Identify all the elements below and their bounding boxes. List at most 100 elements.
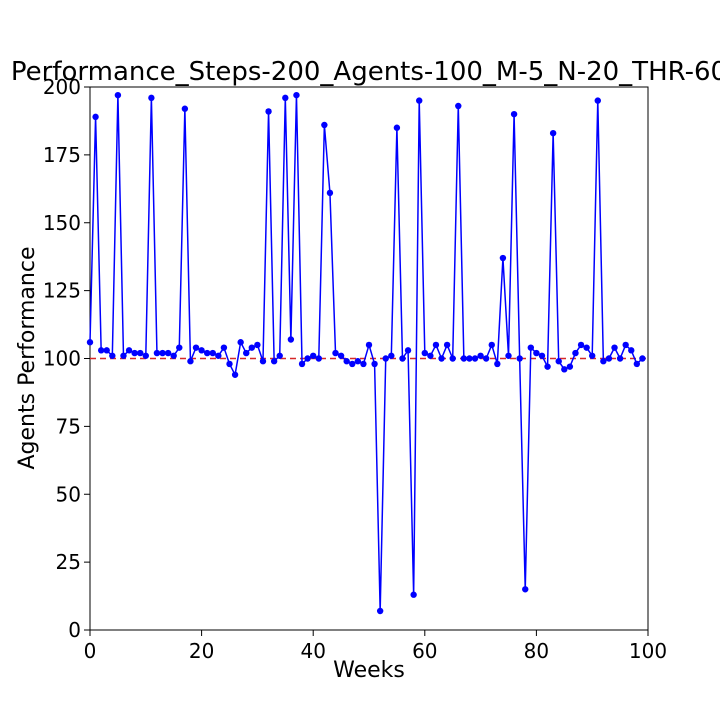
y-tick-label: 175: [43, 143, 81, 167]
data-point: [192, 344, 200, 351]
series-line: [89, 94, 643, 612]
data-point: [153, 349, 161, 357]
data-point: [293, 91, 300, 99]
data-point: [633, 360, 641, 368]
data-point: [187, 358, 194, 365]
data-point: [248, 344, 256, 351]
y-tick-label: 75: [56, 414, 81, 438]
data-point: [533, 349, 540, 357]
data-point: [326, 189, 334, 197]
data-point: [460, 355, 468, 362]
data-point: [527, 344, 535, 351]
x-tick-label: 0: [84, 639, 97, 663]
y-tick-label: 125: [43, 279, 81, 303]
x-tick-label: 20: [189, 639, 214, 663]
data-point: [538, 352, 546, 359]
data-point: [522, 586, 529, 593]
data-point: [510, 110, 518, 118]
data-point: [393, 124, 401, 131]
data-point: [131, 349, 138, 357]
data-point: [125, 347, 133, 354]
x-tick-label: 80: [524, 639, 549, 663]
x-tick-label: 60: [412, 639, 437, 663]
data-point: [109, 352, 116, 359]
data-point: [209, 349, 216, 357]
data-point: [443, 341, 451, 349]
data-point: [605, 355, 613, 362]
y-tick-label: 100: [43, 347, 81, 371]
x-tick-label: 40: [300, 639, 325, 663]
data-point: [332, 349, 339, 357]
data-point: [639, 355, 646, 362]
data-point: [310, 352, 317, 359]
chart-title: Performance_Steps-200_Agents-100_M-5_N-2…: [11, 57, 720, 87]
data-point: [170, 352, 177, 359]
data-point: [287, 336, 295, 343]
data-point: [120, 352, 127, 359]
data-point: [572, 349, 579, 357]
data-point: [270, 358, 278, 365]
data-point: [427, 352, 434, 359]
data-point: [142, 352, 149, 359]
data-point: [321, 121, 328, 129]
data-point: [114, 91, 122, 99]
y-axis: 0 25 50 75 100 125 150 175 200: [43, 75, 90, 642]
data-point: [404, 347, 412, 354]
data-point: [148, 94, 155, 102]
data-point: [365, 341, 373, 349]
data-point: [215, 352, 222, 359]
data-point: [410, 591, 417, 598]
data-point: [488, 341, 495, 349]
data-point: [628, 347, 635, 354]
data-point: [86, 339, 94, 346]
data-point: [477, 352, 484, 359]
data-point: [360, 360, 367, 368]
data-point: [97, 347, 105, 354]
y-tick-label: 50: [56, 482, 81, 506]
data-point: [181, 105, 189, 112]
data-point: [315, 355, 322, 362]
data-point: [220, 344, 228, 351]
data-point: [164, 349, 172, 357]
data-point: [482, 355, 490, 362]
data-point: [466, 355, 473, 362]
data-point: [176, 344, 183, 351]
series-group: [86, 91, 646, 615]
data-point: [265, 108, 272, 115]
data-point: [92, 113, 99, 121]
data-point: [505, 352, 512, 359]
data-point: [416, 97, 423, 104]
data-point: [298, 360, 306, 368]
data-point: [159, 349, 166, 357]
data-point: [354, 358, 362, 365]
data-point: [622, 341, 629, 349]
data-point: [594, 97, 601, 104]
x-axis: 0 20 40 60 80 100: [84, 630, 667, 663]
data-point: [382, 355, 389, 362]
data-point: [577, 341, 585, 349]
data-point: [237, 339, 244, 346]
data-point: [254, 341, 261, 349]
data-point: [455, 102, 462, 110]
data-point: [388, 352, 395, 359]
data-point: [611, 344, 618, 351]
data-point: [371, 360, 378, 368]
y-tick-label: 0: [68, 618, 81, 642]
data-point: [432, 341, 440, 349]
data-point: [494, 360, 501, 368]
data-point: [103, 347, 110, 354]
data-point: [449, 355, 456, 362]
x-tick-label: 100: [629, 639, 667, 663]
data-point: [349, 360, 356, 368]
data-point: [471, 355, 479, 362]
y-axis-label: Agents Performance: [15, 247, 40, 470]
x-axis-label: Weeks: [333, 658, 405, 683]
data-point: [231, 371, 239, 378]
data-point: [499, 254, 507, 262]
data-point: [549, 129, 557, 137]
data-point: [282, 94, 289, 102]
data-point: [276, 352, 283, 359]
data-point: [516, 355, 523, 362]
data-point: [600, 358, 607, 365]
